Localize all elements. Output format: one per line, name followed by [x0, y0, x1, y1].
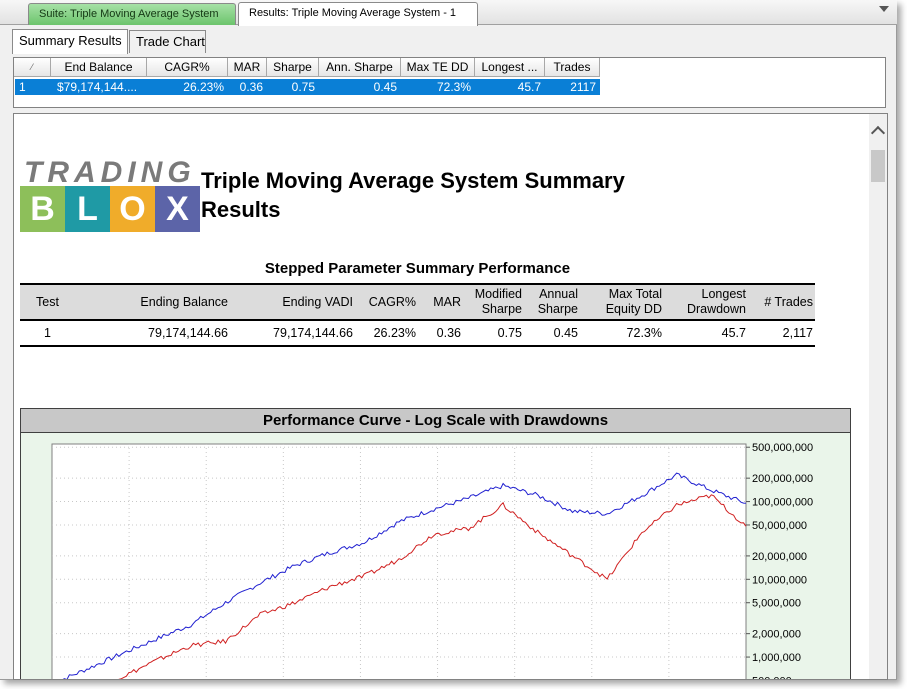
- grid-header-longest[interactable]: Longest ...: [475, 58, 545, 77]
- grid-cell-trades: 2117: [570, 80, 596, 94]
- grid-header-end-balance[interactable]: End Balance: [51, 58, 147, 77]
- section-title: Stepped Parameter Summary Performance: [264, 260, 571, 277]
- grid-cell-cagr: 26.23%: [183, 80, 224, 94]
- scroll-thumb[interactable]: [871, 150, 885, 182]
- cell-max-total-equity-dd: 72.3%: [580, 319, 664, 347]
- grid-header-sharpe[interactable]: Sharpe: [267, 58, 319, 77]
- grid-cell-mar: 0.36: [239, 80, 263, 94]
- summary-table: Test Ending Balance Ending VADI CAGR% MA…: [20, 283, 815, 347]
- logo-block-b: B: [20, 186, 65, 232]
- y-tick-label: 20,000,000: [752, 551, 807, 563]
- logo-text: TRADING: [24, 156, 196, 189]
- cell-annual-sharpe: 0.45: [524, 319, 580, 347]
- tab-summary-results[interactable]: Summary Results: [12, 29, 128, 54]
- cell-longest-drawdown: 45.7: [664, 319, 748, 347]
- col-longest-drawdown: Longest Drawdown: [664, 283, 748, 321]
- performance-chart-plot: 500,000,000 200,000,000 100,000,000 50,000,…: [51, 442, 813, 680]
- cell-trades: 2,117: [748, 319, 815, 347]
- grid-header: ⁄ End Balance CAGR% MAR Sharpe Ann. Shar…: [14, 58, 600, 77]
- grid-header-mar[interactable]: MAR: [228, 58, 267, 77]
- cell-cagr: 26.23%: [355, 319, 418, 347]
- cell-modified-sharpe: 0.75: [463, 319, 524, 347]
- col-ending-balance: Ending Balance: [75, 283, 230, 321]
- scroll-up-icon[interactable]: [870, 125, 886, 141]
- cell-ending-vadi: 79,174,144.66: [230, 319, 355, 347]
- series-line-1: [62, 472, 747, 679]
- results-grid: ⁄ End Balance CAGR% MAR Sharpe Ann. Shar…: [13, 57, 886, 108]
- cell-test: 1: [20, 319, 75, 347]
- y-tick-label: 10,000,000: [752, 574, 807, 586]
- logo-block-l: L: [65, 186, 110, 232]
- report-pane[interactable]: TRADING B L O X Triple Moving Average Sy…: [13, 113, 888, 680]
- col-annual-sharpe: Annual Sharpe: [524, 283, 580, 321]
- grid-cell-longest: 45.7: [517, 80, 541, 94]
- tab-suite[interactable]: Suite: Triple Moving Average System: [28, 3, 236, 25]
- col-max-total-equity-dd: Max Total Equity DD: [580, 283, 664, 321]
- plot-area: [51, 443, 747, 679]
- grid-header-cagr[interactable]: CAGR%: [147, 58, 228, 77]
- series-line-2: [118, 494, 747, 679]
- logo-block-o: O: [110, 186, 155, 232]
- cell-mar: 0.36: [418, 319, 463, 347]
- grid-cell-sharpe: 0.75: [291, 80, 315, 94]
- trading-blox-logo: TRADING B L O X: [20, 156, 200, 232]
- y-tick-label: 5,000,000: [752, 598, 801, 610]
- y-tick-label: 500,000,000: [752, 442, 813, 454]
- y-tick-label: 2,000,000: [752, 629, 801, 641]
- document-tab-bar: Suite: Triple Moving Average System Resu…: [0, 0, 897, 26]
- grid-header-ann-sharpe[interactable]: Ann. Sharpe: [319, 58, 401, 77]
- col-test: Test: [20, 283, 75, 321]
- grid-cell-test: 1: [19, 80, 26, 94]
- grid-cell-max-te-dd: 72.3%: [436, 80, 471, 94]
- grid-sort-indicator[interactable]: ⁄: [14, 58, 51, 77]
- table-row: 1 79,174,144.66 79,174,144.66 26.23% 0.3…: [20, 319, 815, 347]
- y-tick-label: 50,000,000: [752, 520, 807, 532]
- results-window: Suite: Triple Moving Average System Resu…: [0, 0, 897, 680]
- logo-blocks: B L O X: [20, 186, 200, 232]
- logo-block-x: X: [155, 186, 200, 232]
- y-tick-label: 500,000: [752, 675, 792, 680]
- grid-cell-end-balance: $79,174,144....: [57, 80, 138, 94]
- col-modified-sharpe: Modified Sharpe: [463, 283, 524, 321]
- grid-header-trades[interactable]: Trades: [545, 58, 600, 77]
- table-row[interactable]: 1 $79,174,144.... 26.23% 0.36 0.75 0.45 …: [15, 79, 600, 95]
- cell-ending-balance: 79,174,144.66: [75, 319, 230, 347]
- page-title: Triple Moving Average System Summary Res…: [201, 168, 625, 222]
- tab-trade-chart[interactable]: Trade Chart: [129, 30, 206, 53]
- summary-table-header: Test Ending Balance Ending VADI CAGR% MA…: [20, 283, 815, 321]
- y-tick-label: 1,000,000: [752, 652, 801, 664]
- tab-list-dropdown-icon[interactable]: [879, 6, 889, 12]
- col-trades: # Trades: [748, 283, 815, 321]
- col-mar: MAR: [418, 283, 463, 321]
- grid-cell-ann-sharpe: 0.45: [373, 80, 397, 94]
- vertical-scrollbar[interactable]: [869, 114, 887, 679]
- tab-results[interactable]: Results: Triple Moving Average System - …: [238, 2, 478, 26]
- chart-title: Performance Curve - Log Scale with Drawd…: [21, 409, 850, 433]
- y-tick-label: 200,000,000: [752, 473, 813, 485]
- grid-header-max-te-dd[interactable]: Max TE DD: [401, 58, 475, 77]
- performance-chart: Performance Curve - Log Scale with Drawd…: [20, 408, 851, 680]
- col-cagr: CAGR%: [355, 283, 418, 321]
- y-tick-label: 100,000,000: [752, 497, 813, 509]
- col-ending-vadi: Ending VADI: [230, 283, 355, 321]
